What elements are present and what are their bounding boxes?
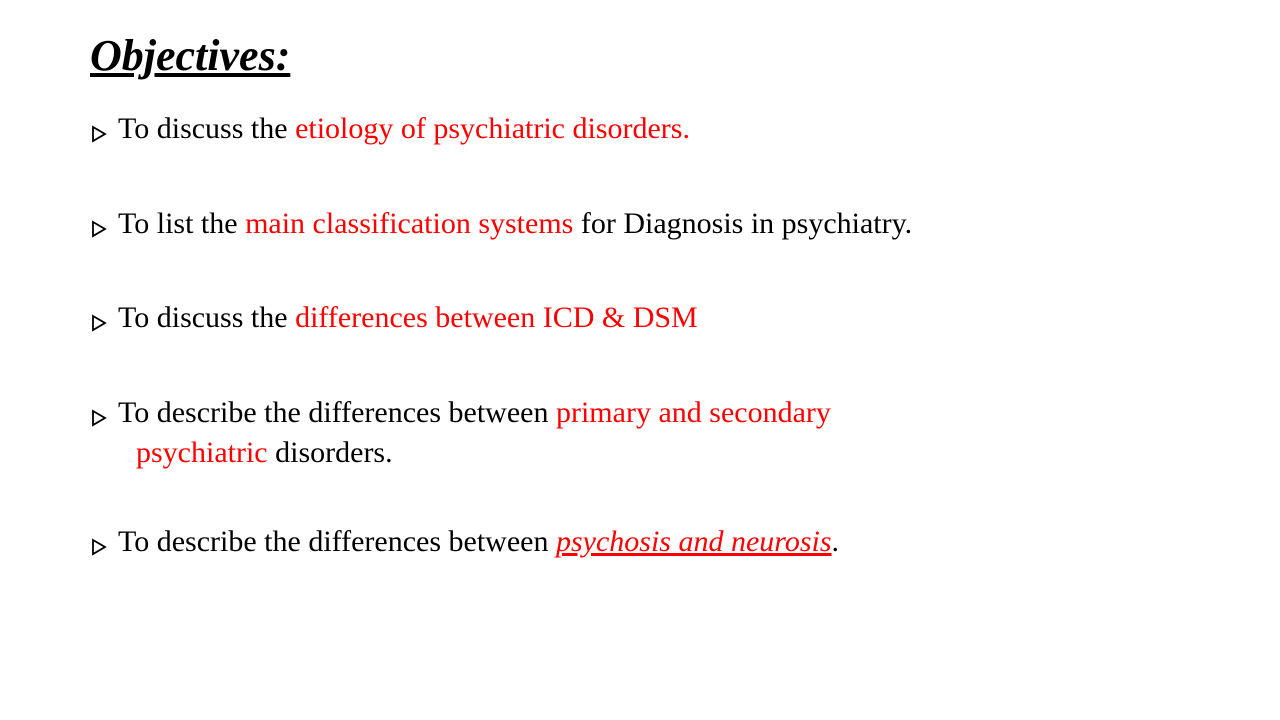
- text-segment: for Diagnosis in psychiatry.: [581, 207, 912, 240]
- objectives-list: To discuss the etiology of psychiatric d…: [90, 109, 1190, 568]
- objective-item: To describe the differences between psyc…: [90, 522, 1190, 569]
- objective-item: To list the main classification systems …: [90, 204, 1190, 251]
- text-segment: etiology of psychiatric disorders.: [295, 112, 690, 145]
- objective-text: To discuss the differences between ICD &…: [118, 298, 1190, 339]
- page-title: Objectives:: [90, 30, 1190, 81]
- bullet-marker-icon: [90, 210, 110, 251]
- text-segment: To describe the differences between: [118, 396, 556, 429]
- text-segment: psychosis and neurosis: [556, 525, 832, 558]
- text-segment: To discuss the: [118, 301, 295, 334]
- objective-text: To discuss the etiology of psychiatric d…: [118, 109, 1190, 150]
- objective-text: To describe the differences between psyc…: [118, 522, 1190, 563]
- objective-text: To describe the differences between prim…: [118, 393, 1190, 474]
- text-segment: To list the: [118, 207, 245, 240]
- bullet-marker-icon: [90, 115, 110, 156]
- text-segment: .: [832, 525, 840, 558]
- text-segment: psychiatric: [136, 436, 275, 469]
- text-segment: To discuss the: [118, 112, 295, 145]
- objective-item: To discuss the etiology of psychiatric d…: [90, 109, 1190, 156]
- bullet-marker-icon: [90, 528, 110, 569]
- bullet-marker-icon: [90, 304, 110, 345]
- text-segment: disorders.: [275, 436, 392, 469]
- text-segment: differences between ICD & DSM: [295, 301, 698, 334]
- objective-item: To discuss the differences between ICD &…: [90, 298, 1190, 345]
- bullet-marker-icon: [90, 399, 110, 440]
- objective-item: To describe the differences between prim…: [90, 393, 1190, 474]
- text-segment: main classification systems: [245, 207, 581, 240]
- text-segment: primary and secondary: [556, 396, 831, 429]
- text-segment: To describe the differences between: [118, 525, 556, 558]
- objective-text: To list the main classification systems …: [118, 204, 1190, 245]
